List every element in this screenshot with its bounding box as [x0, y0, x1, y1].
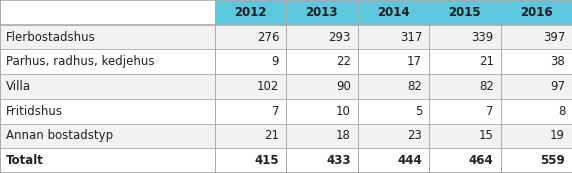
Text: 90: 90 — [336, 80, 351, 93]
Text: 21: 21 — [479, 55, 494, 68]
Text: 317: 317 — [400, 31, 422, 44]
Text: 18: 18 — [336, 129, 351, 142]
Bar — [500, 74, 572, 99]
Bar — [0, 148, 214, 173]
Bar — [500, 148, 572, 173]
Bar — [358, 0, 429, 25]
Bar — [286, 124, 358, 148]
Bar — [500, 99, 572, 124]
Text: 7: 7 — [486, 105, 494, 118]
Bar — [500, 25, 572, 49]
Bar — [286, 74, 358, 99]
Bar — [500, 49, 572, 74]
Bar — [214, 0, 286, 25]
Text: 19: 19 — [550, 129, 565, 142]
Text: 21: 21 — [264, 129, 279, 142]
Bar — [429, 49, 500, 74]
Text: Villa: Villa — [6, 80, 31, 93]
Text: Flerbostadshus: Flerbostadshus — [6, 31, 96, 44]
Bar — [214, 99, 286, 124]
Bar — [286, 148, 358, 173]
Bar — [429, 74, 500, 99]
Bar — [429, 148, 500, 173]
Text: 444: 444 — [398, 154, 422, 167]
Bar — [286, 0, 358, 25]
Bar — [0, 25, 214, 49]
Bar — [0, 124, 214, 148]
Text: 7: 7 — [272, 105, 279, 118]
Bar — [358, 49, 429, 74]
Bar — [214, 148, 286, 173]
Text: 9: 9 — [272, 55, 279, 68]
Text: 97: 97 — [550, 80, 565, 93]
Text: 2016: 2016 — [520, 6, 553, 19]
Text: 8: 8 — [558, 105, 565, 118]
Text: 82: 82 — [407, 80, 422, 93]
Text: 82: 82 — [479, 80, 494, 93]
Bar — [214, 74, 286, 99]
Text: Totalt: Totalt — [6, 154, 43, 167]
Text: 2014: 2014 — [377, 6, 410, 19]
Text: 397: 397 — [543, 31, 565, 44]
Bar — [286, 49, 358, 74]
Bar — [358, 74, 429, 99]
Bar — [286, 25, 358, 49]
Text: 2013: 2013 — [305, 6, 338, 19]
Bar — [358, 124, 429, 148]
Bar — [429, 99, 500, 124]
Text: 15: 15 — [479, 129, 494, 142]
Text: 293: 293 — [328, 31, 351, 44]
Text: 17: 17 — [407, 55, 422, 68]
Text: 433: 433 — [326, 154, 351, 167]
Text: 10: 10 — [336, 105, 351, 118]
Text: 38: 38 — [550, 55, 565, 68]
Bar — [214, 25, 286, 49]
Bar — [500, 0, 572, 25]
Text: 102: 102 — [257, 80, 279, 93]
Bar — [500, 124, 572, 148]
Bar — [429, 0, 500, 25]
Text: 415: 415 — [255, 154, 279, 167]
Bar — [0, 0, 214, 25]
Text: 22: 22 — [336, 55, 351, 68]
Text: 2012: 2012 — [234, 6, 267, 19]
Text: 5: 5 — [415, 105, 422, 118]
Text: Annan bostadstyp: Annan bostadstyp — [6, 129, 113, 142]
Text: 23: 23 — [407, 129, 422, 142]
Bar — [0, 49, 214, 74]
Text: 2015: 2015 — [448, 6, 481, 19]
Bar — [429, 25, 500, 49]
Bar — [0, 74, 214, 99]
Bar — [214, 124, 286, 148]
Text: 559: 559 — [541, 154, 565, 167]
Bar — [286, 99, 358, 124]
Bar — [214, 49, 286, 74]
Text: 276: 276 — [257, 31, 279, 44]
Bar — [358, 148, 429, 173]
Text: Fritidshus: Fritidshus — [6, 105, 63, 118]
Bar — [358, 99, 429, 124]
Bar — [429, 124, 500, 148]
Text: Parhus, radhus, kedjehus: Parhus, radhus, kedjehus — [6, 55, 154, 68]
Text: 464: 464 — [469, 154, 494, 167]
Text: 339: 339 — [471, 31, 494, 44]
Bar — [358, 25, 429, 49]
Bar — [0, 99, 214, 124]
